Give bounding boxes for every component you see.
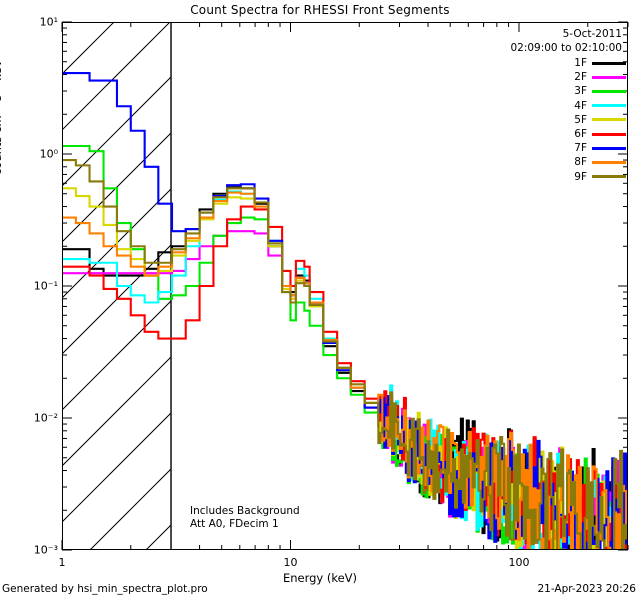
legend-label: 8F [574,156,587,169]
legend-color-swatch [592,61,626,65]
annotation-includes-background: Includes Background [190,505,300,517]
y-tick-label: 10⁻³ [33,543,58,557]
legend-item-8f: 8F [574,155,626,169]
y-tick-label: 10¹ [39,15,58,29]
x-axis-label: Energy (keV) [282,571,358,585]
legend-label: 5F [574,113,587,126]
legend-color-swatch [592,75,626,79]
legend-item-7f: 7F [574,141,626,155]
spectra-traces [62,72,628,550]
legend-label: 6F [574,128,587,141]
legend-label: 4F [574,99,587,112]
legend-color-swatch [592,104,626,108]
y-axis-tick-labels: 10¹ 10⁰ 10⁻¹ 10⁻² 10⁻³ [0,0,58,600]
legend-label: 2F [574,71,587,84]
legend-color-swatch [592,89,626,93]
legend-label: 1F [574,57,587,70]
legend-label: 3F [574,85,587,98]
legend-item-5f: 5F [574,113,626,127]
legend-item-2f: 2F [574,70,626,84]
x-tick-label: 100 [508,556,530,569]
legend-color-swatch [592,118,626,122]
y-tick-label: 10⁻¹ [33,279,58,293]
legend-item-9f: 9F [574,170,626,184]
page-title: Count Spectra for RHESSI Front Segments [190,3,450,17]
legend-color-swatch [592,132,626,136]
legend-item-3f: 3F [574,84,626,98]
annotation-attenuator: Att A0, FDecim 1 [190,518,279,530]
plot-frame [62,22,628,550]
legend-label: 7F [574,142,587,155]
y-tick-label: 10⁰ [39,147,58,161]
legend: 1F 2F 3F 4F 5F 6F 7F 8F 9F [574,56,626,184]
x-tick-label: 10 [283,556,298,569]
legend-item-6f: 6F [574,127,626,141]
legend-label: 9F [574,170,587,183]
legend-item-4f: 4F [574,99,626,113]
footer-timestamp: 21-Apr-2023 20:26 [537,583,636,595]
y-tick-label: 10⁻² [33,411,58,425]
footer-generated-by: Generated by hsi_min_spectra_plot.pro [2,583,208,595]
x-tick-label: 1 [58,556,66,569]
legend-color-swatch [592,160,626,164]
legend-item-1f: 1F [574,56,626,70]
observation-time-range: 02:09:00 to 02:10:00 [510,42,622,54]
legend-color-swatch [592,146,626,150]
legend-color-swatch [592,175,626,179]
observation-date: 5-Oct-2011 [562,28,622,40]
